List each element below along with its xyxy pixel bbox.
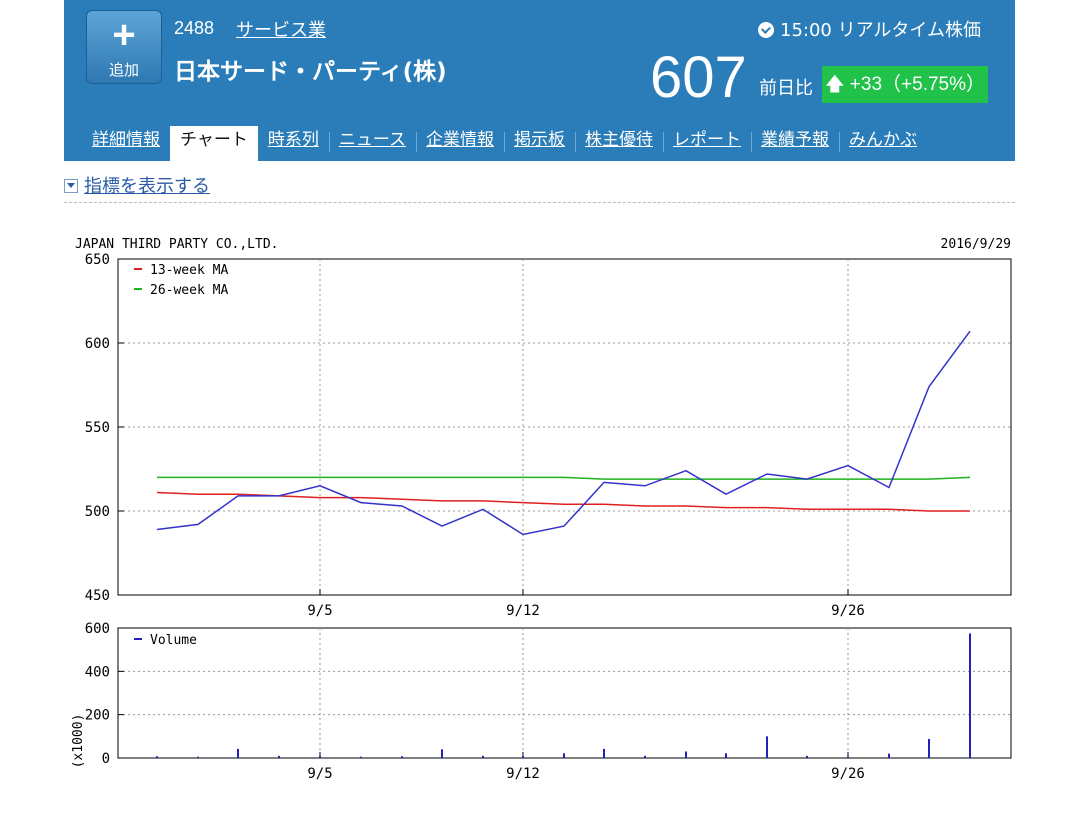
price-chart-panel: 650 600 550 500 450 9/5 9/12 9/26 JAPAN THIRD PA… — [75, 237, 1012, 619]
tab-report[interactable]: レポート — [663, 126, 751, 161]
realtime-label: 15:00 リアルタイム株価 — [780, 20, 982, 41]
price-x-tick-label: 9/26 — [831, 603, 865, 619]
dropdown-icon — [64, 179, 78, 193]
tab-chart[interactable]: チャート — [170, 126, 258, 161]
volume-y-tick-label: 400 — [85, 664, 110, 680]
legend-label-1: 26-week MA — [150, 283, 228, 298]
volume-y-tick-label: 0 — [102, 751, 110, 767]
tab-shareholder-benefits[interactable]: 株主優待 — [575, 126, 663, 161]
show-indicators-label: 指標を表示する — [84, 176, 210, 197]
volume-x-tick-label: 9/12 — [506, 766, 540, 782]
price-series-line-0 — [156, 491, 970, 512]
tab-company-info[interactable]: 企業情報 — [416, 126, 504, 161]
legend-label-0: 13-week MA — [150, 263, 228, 278]
tab-timeseries[interactable]: 時系列 — [267, 130, 319, 150]
volume-y-tick-label: 200 — [85, 708, 110, 724]
tab-news[interactable]: ニュース — [328, 126, 416, 161]
volume-y-axis-label: (x1000) — [71, 714, 86, 769]
current-price: 607 — [650, 45, 747, 110]
price-y-tick-label: 650 — [85, 252, 110, 268]
show-indicators-link[interactable]: 指標を表示する — [64, 172, 210, 198]
add-button[interactable]: + 追加 — [86, 10, 162, 84]
tab-details[interactable]: 詳細情報 — [92, 130, 160, 150]
chart-date: 2016/9/29 — [941, 237, 1011, 252]
up-arrow-icon: 🡅 — [824, 74, 850, 95]
price-y-tick-label: 450 — [85, 588, 110, 604]
volume-x-tick-label: 9/26 — [831, 766, 865, 782]
realtime-status: 15:00 リアルタイム株価 — [758, 16, 981, 42]
tab-minkabu[interactable]: みんかぶ — [839, 126, 927, 161]
prev-day-label: 前日比 — [759, 78, 813, 99]
tab-earnings-forecast[interactable]: 業績予報 — [751, 126, 839, 161]
nav-tabs: 詳細情報 チャート 時系列 ニュース 企業情報 掲示板 株主優待 レポート 業績… — [82, 126, 927, 161]
price-series-line-2 — [156, 330, 971, 536]
volume-plot-frame — [117, 627, 1012, 759]
price-y-tick-label: 600 — [85, 336, 110, 352]
price-y-tick-label: 550 — [85, 420, 110, 436]
chart-title: JAPAN THIRD PARTY CO.,LTD. — [75, 237, 279, 252]
price-change-badge: 🡅 +33（+5.75%） — [822, 66, 988, 103]
volume-x-tick-label: 9/5 — [307, 766, 332, 782]
tab-board[interactable]: 掲示板 — [504, 126, 575, 161]
price-x-tick-label: 9/12 — [506, 603, 540, 619]
volume-chart-panel: 600 400 200 0 9/5 9/12 9/26 (x1000) Volume — [71, 621, 1012, 782]
stock-code: 2488 — [174, 18, 215, 38]
clock-icon — [758, 22, 774, 38]
volume-legend-label: Volume — [150, 633, 197, 648]
price-x-tick-label: 9/5 — [307, 603, 332, 619]
price-y-tick-label: 500 — [85, 504, 110, 520]
company-name: 日本サード・パーティ(株) — [174, 59, 447, 85]
volume-y-tick-label: 600 — [85, 621, 110, 637]
price-series-line-1 — [157, 476, 971, 480]
plus-icon: + — [112, 13, 136, 57]
stock-header: + 追加 2488 サービス業 日本サード・パーティ(株) 15:00 リアルタ… — [64, 0, 1015, 161]
add-button-label: 追加 — [108, 61, 139, 79]
industry-link[interactable]: サービス業 — [236, 20, 326, 41]
price-change-value: +33（+5.75%） — [849, 74, 985, 95]
divider — [64, 202, 1015, 203]
